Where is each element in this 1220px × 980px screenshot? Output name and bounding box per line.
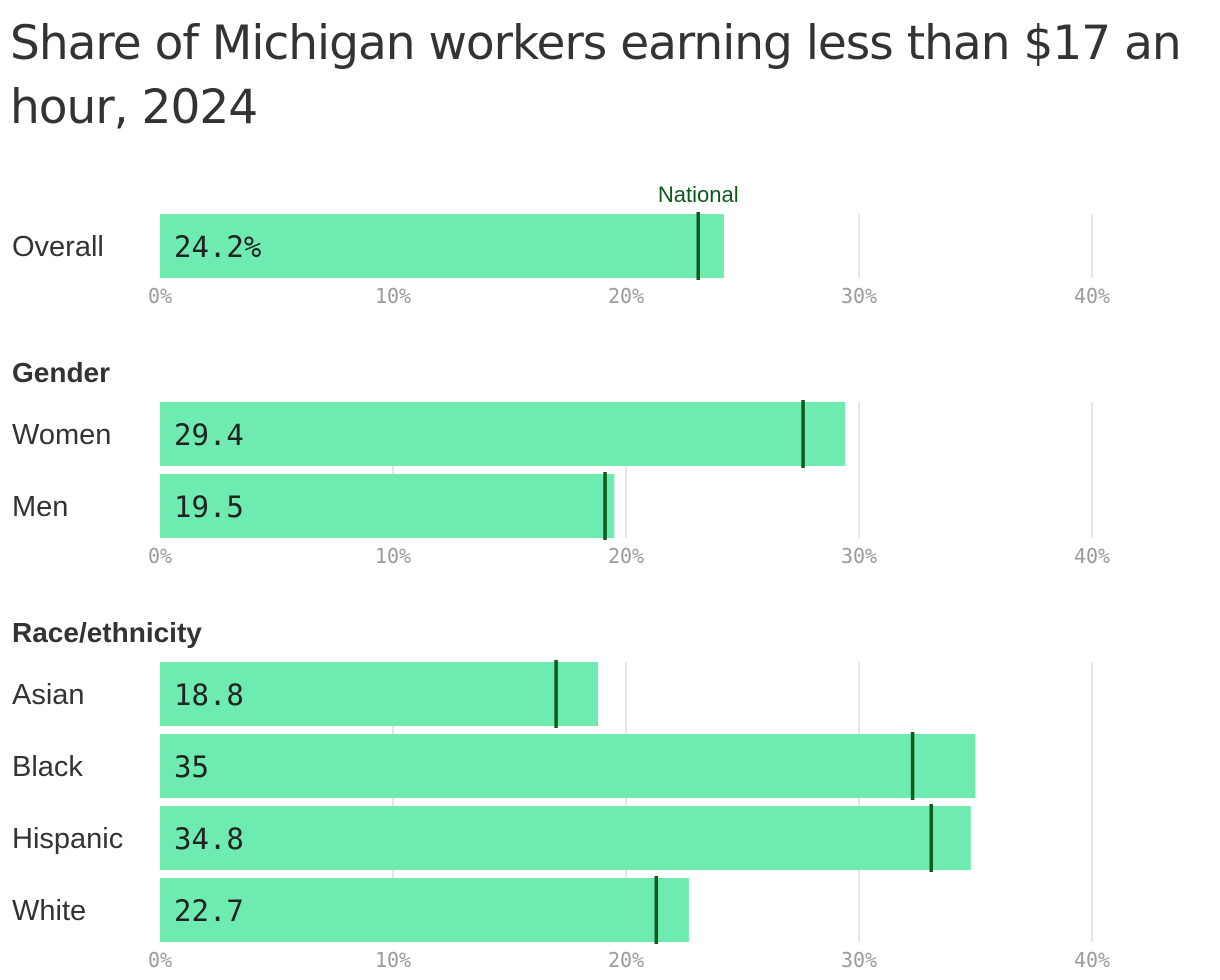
bar: [160, 474, 615, 538]
category-label: Women: [12, 419, 111, 451]
category-label: Black: [12, 751, 83, 783]
value-label: 29.4: [174, 418, 244, 452]
category-label: Men: [12, 491, 68, 523]
x-tick-label: 0%: [148, 544, 172, 568]
bar: [160, 878, 689, 942]
x-tick-label: 10%: [375, 948, 411, 972]
value-label: 35: [174, 750, 209, 784]
national-marker-label: National: [658, 182, 739, 207]
x-tick-label: 30%: [841, 948, 877, 972]
value-label: 18.8: [174, 678, 244, 712]
x-tick-label: 20%: [608, 284, 644, 308]
x-tick-label: 40%: [1074, 544, 1110, 568]
bar: [160, 806, 971, 870]
bar: [160, 734, 976, 798]
x-tick-label: 40%: [1074, 284, 1110, 308]
value-label: 22.7: [174, 894, 244, 928]
x-tick-label: 30%: [841, 284, 877, 308]
category-label: White: [12, 895, 86, 927]
value-label: 19.5: [174, 490, 244, 524]
category-label: Overall: [12, 231, 104, 263]
group-label: Race/ethnicity: [12, 617, 202, 648]
x-tick-label: 30%: [841, 544, 877, 568]
x-tick-label: 10%: [375, 544, 411, 568]
x-tick-label: 0%: [148, 948, 172, 972]
bar: [160, 214, 724, 278]
bar: [160, 402, 846, 466]
x-tick-label: 20%: [608, 544, 644, 568]
x-tick-label: 0%: [148, 284, 172, 308]
x-tick-label: 40%: [1074, 948, 1110, 972]
chart-title: Share of Michigan workers earning less t…: [10, 16, 1182, 135]
bar: [160, 662, 599, 726]
group-label: Gender: [12, 357, 110, 388]
x-tick-label: 20%: [608, 948, 644, 972]
category-label: Asian: [12, 679, 85, 711]
category-label: Hispanic: [12, 823, 123, 855]
value-label: 24.2%: [174, 230, 261, 264]
value-label: 34.8: [174, 822, 244, 856]
x-tick-label: 10%: [375, 284, 411, 308]
